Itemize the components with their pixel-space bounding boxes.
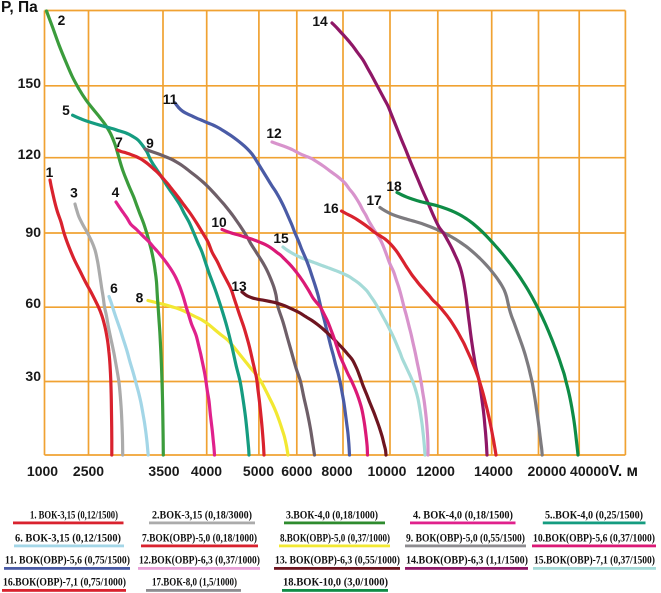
svg-text:12: 12 — [266, 126, 282, 141]
svg-text:60: 60 — [25, 295, 41, 311]
svg-text:20000: 20000 — [528, 463, 567, 479]
svg-text:15.ВОК(ОВР)-7,1 (0,37/1500): 15.ВОК(ОВР)-7,1 (0,37/1500) — [534, 553, 655, 567]
svg-text:3.ВОК-4,0 (0,18/1000): 3.ВОК-4,0 (0,18/1000) — [286, 508, 378, 522]
svg-text:9. ВОК(ОВР)-5,0 (0,55/1500): 9. ВОК(ОВР)-5,0 (0,55/1500) — [406, 531, 525, 545]
svg-text:2: 2 — [58, 13, 66, 28]
svg-text:13. ВОК(ОВР)-6,3 (0,55/1000): 13. ВОК(ОВР)-6,3 (0,55/1000) — [275, 553, 400, 567]
svg-text:5000: 5000 — [243, 463, 274, 479]
svg-text:7.ВОК(ОВР)-5,0 (0,18/1000): 7.ВОК(ОВР)-5,0 (0,18/1000) — [142, 531, 257, 545]
svg-text:8.ВОК(ОВР)-5,0 (0,37/1000): 8.ВОК(ОВР)-5,0 (0,37/1000) — [280, 531, 390, 545]
svg-text:1: 1 — [46, 165, 54, 180]
svg-text:16: 16 — [323, 201, 339, 216]
svg-text:9: 9 — [146, 136, 154, 151]
svg-text:30: 30 — [25, 368, 41, 384]
svg-text:4000: 4000 — [191, 463, 222, 479]
svg-text:18: 18 — [386, 179, 402, 194]
svg-text:1. ВОК-3,15 (0,12/1500): 1. ВОК-3,15 (0,12/1500) — [30, 508, 118, 522]
svg-text:90: 90 — [25, 224, 41, 240]
svg-text:17.ВОК-8,0 (1,5/1000): 17.ВОК-8,0 (1,5/1000) — [152, 575, 237, 589]
svg-text:6: 6 — [110, 281, 118, 296]
svg-text:11: 11 — [163, 92, 178, 107]
svg-text:12.ВОК(ОВР)-6,3 (0,37/1000): 12.ВОК(ОВР)-6,3 (0,37/1000) — [139, 553, 260, 567]
svg-text:10: 10 — [211, 215, 227, 230]
svg-text:6000: 6000 — [281, 463, 312, 479]
svg-text:150: 150 — [18, 75, 42, 91]
svg-text:14000: 14000 — [474, 463, 513, 479]
svg-text:8: 8 — [136, 291, 144, 306]
svg-text:120: 120 — [18, 146, 42, 162]
svg-text:17: 17 — [366, 193, 382, 208]
svg-text:7: 7 — [115, 135, 123, 150]
svg-text:18.ВОК-10,0 (3,0/1000): 18.ВОК-10,0 (3,0/1000) — [283, 575, 388, 589]
svg-text:15: 15 — [273, 231, 289, 246]
svg-text:P, Па: P, Па — [1, 0, 38, 16]
svg-text:8000: 8000 — [321, 463, 352, 479]
svg-text:12000: 12000 — [416, 463, 455, 479]
svg-text:2.ВОК-3,15 (0,18/3000): 2.ВОК-3,15 (0,18/3000) — [152, 508, 252, 522]
svg-text:2500: 2500 — [73, 463, 104, 479]
svg-text:1000: 1000 — [27, 463, 58, 479]
svg-text:14.ВОК(ОВР)-6,3 (1,1/1500): 14.ВОК(ОВР)-6,3 (1,1/1500) — [406, 553, 528, 567]
svg-text:13: 13 — [231, 279, 247, 294]
svg-text:14: 14 — [312, 14, 328, 29]
svg-text:10000: 10000 — [368, 463, 407, 479]
svg-text:10.ВОК(ОВР)-5,6 (0,37/1000): 10.ВОК(ОВР)-5,6 (0,37/1000) — [533, 531, 655, 545]
svg-text:40000: 40000 — [570, 463, 609, 479]
svg-text:11. ВОК(ОВР)-5,6 (0,75/1500): 11. ВОК(ОВР)-5,6 (0,75/1500) — [5, 553, 130, 567]
svg-text:5: 5 — [62, 103, 70, 118]
svg-text:5..ВОК-4,0 (0,25/1500): 5..ВОК-4,0 (0,25/1500) — [545, 508, 643, 522]
svg-text:V. м: V. м — [609, 463, 638, 480]
svg-text:16.ВОК(ОВР)-7,1 (0,75/1000): 16.ВОК(ОВР)-7,1 (0,75/1000) — [3, 575, 126, 589]
svg-text:4. ВОК-4,0 (0,18/1500): 4. ВОК-4,0 (0,18/1500) — [413, 508, 513, 522]
svg-text:4: 4 — [112, 185, 120, 200]
svg-text:3500: 3500 — [148, 463, 179, 479]
svg-text:3: 3 — [70, 186, 78, 201]
svg-text:6. ВОК-3,15 (0,12/1500): 6. ВОК-3,15 (0,12/1500) — [15, 531, 121, 545]
